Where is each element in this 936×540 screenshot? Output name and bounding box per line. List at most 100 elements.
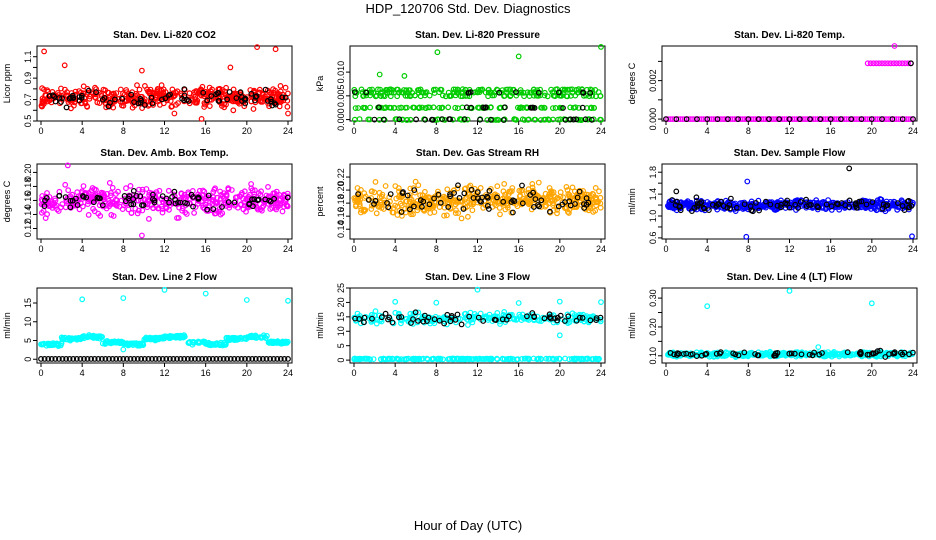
data-point <box>284 103 291 110</box>
data-point <box>494 183 501 190</box>
data-point <box>125 206 132 213</box>
data-point <box>55 89 61 96</box>
data-point <box>74 335 81 342</box>
data-point <box>455 355 462 362</box>
data-point <box>786 116 793 122</box>
data-point <box>205 192 212 199</box>
data-point <box>258 188 265 195</box>
data-point <box>518 317 525 324</box>
data-point <box>486 187 493 194</box>
data-point <box>416 104 423 111</box>
data-point <box>281 356 288 362</box>
data-point <box>365 196 372 203</box>
data-point <box>389 209 396 216</box>
data-point <box>231 356 238 362</box>
data-point <box>485 89 492 96</box>
data-point <box>702 351 709 358</box>
data-point <box>505 86 511 93</box>
data-point <box>71 335 78 342</box>
data-point <box>69 191 76 198</box>
data-point <box>494 194 500 201</box>
data-point <box>592 184 599 191</box>
data-point <box>776 116 783 122</box>
data-point <box>149 100 156 107</box>
chart-title: Stan. Dev. Line 4 (LT) Flow <box>727 272 853 283</box>
x-tick-label: 24 <box>283 368 293 378</box>
data-point <box>274 356 281 362</box>
data-point <box>477 116 483 123</box>
data-point <box>484 117 491 123</box>
data-point <box>102 202 109 209</box>
data-point <box>226 89 233 95</box>
data-point <box>257 206 264 213</box>
data-point <box>174 356 180 362</box>
data-point <box>141 356 148 362</box>
x-tick-label: 24 <box>908 244 918 254</box>
data-point <box>444 212 450 219</box>
data-point <box>397 200 404 207</box>
x-tick-label: 16 <box>826 244 836 254</box>
data-point <box>548 315 554 322</box>
data-point <box>228 336 235 343</box>
x-tick-label: 4 <box>80 244 85 254</box>
data-point <box>192 96 199 103</box>
data-point <box>368 188 375 195</box>
chart-title: Stan. Dev. Amb. Box Temp. <box>100 148 228 159</box>
data-point <box>735 116 741 122</box>
data-point <box>84 334 91 341</box>
y-tick-label: 0.20 <box>648 318 658 336</box>
data-point <box>162 95 169 102</box>
data-point <box>199 83 206 90</box>
data-point <box>91 186 98 193</box>
data-point <box>486 206 492 212</box>
data-point <box>392 298 399 305</box>
x-tick-label: 16 <box>826 368 836 378</box>
x-tick-label: 12 <box>159 244 169 254</box>
data-point <box>744 178 751 185</box>
data-point <box>159 206 166 212</box>
data-point <box>149 356 155 362</box>
data-point <box>494 355 500 362</box>
data-point <box>119 95 126 102</box>
x-tick-label: 20 <box>867 368 877 378</box>
data-point <box>572 104 579 111</box>
data-point <box>450 116 456 123</box>
data-point <box>401 72 408 79</box>
data-point <box>676 204 683 210</box>
data-point <box>384 89 391 96</box>
data-point <box>413 116 420 123</box>
data-point <box>457 116 464 122</box>
data-point <box>378 314 385 321</box>
data-point <box>766 116 772 122</box>
chart-title: Stan. Dev. Li-820 Pressure <box>415 30 540 41</box>
data-point <box>209 356 216 362</box>
data-point <box>464 116 471 123</box>
y-tick-label: 1.8 <box>648 166 658 179</box>
data-point <box>163 356 170 362</box>
data-point <box>828 351 834 357</box>
data-point <box>909 233 915 240</box>
data-point <box>206 103 213 109</box>
data-point <box>529 184 536 191</box>
data-point <box>541 89 548 96</box>
data-point <box>127 182 134 189</box>
data-point <box>78 92 85 99</box>
data-point <box>411 104 417 111</box>
data-point <box>547 208 553 215</box>
data-point <box>231 199 238 206</box>
data-point <box>245 356 252 362</box>
x-tick-label: 0 <box>663 368 668 378</box>
data-point <box>430 86 437 93</box>
data-point <box>452 104 459 111</box>
data-point <box>355 196 362 203</box>
data-point <box>518 187 524 194</box>
data-point <box>90 90 97 97</box>
data-point <box>550 105 556 111</box>
data-point <box>889 116 896 122</box>
data-point <box>669 197 675 203</box>
data-point <box>113 356 120 362</box>
data-point <box>569 356 575 362</box>
data-point <box>93 89 99 96</box>
data-point <box>491 316 498 323</box>
data-point <box>524 190 530 197</box>
